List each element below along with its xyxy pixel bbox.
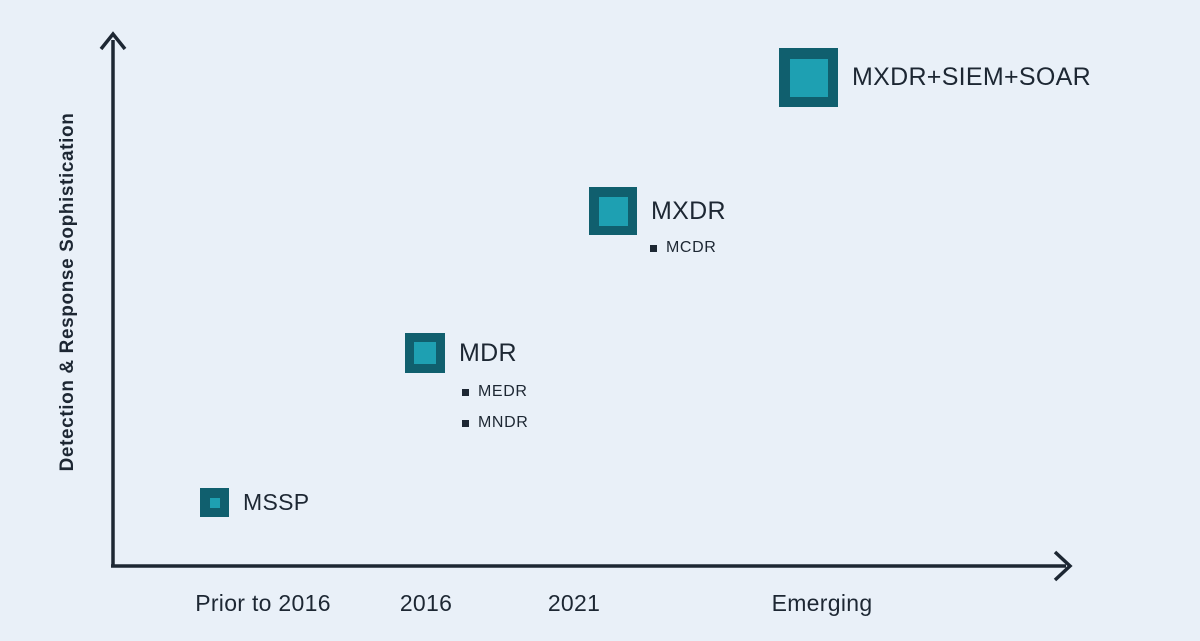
mssp-marker-inner — [209, 497, 220, 508]
x-tick-prior-to-2016: Prior to 2016 — [195, 590, 331, 616]
sub-item-label-mcdr: MCDR — [666, 239, 717, 256]
square-bullet-icon — [650, 244, 657, 252]
point-label-mssp: MSSP — [243, 489, 310, 515]
square-bullet-icon — [462, 388, 469, 396]
mssp-marker-icon — [200, 488, 229, 517]
sub-item-mcdr: MCDR — [650, 239, 716, 257]
mxdr-siem-soar-marker-icon — [779, 48, 838, 107]
mxdr-sub-items: MCDR — [650, 239, 716, 257]
point-label-mxdr: MXDR — [651, 196, 726, 225]
y-axis-arrowhead-icon — [99, 31, 127, 51]
mxdr-marker-inner — [598, 196, 628, 226]
x-tick-2021: 2021 — [547, 590, 601, 616]
mxdr-siem-soar-marker-inner — [789, 58, 828, 97]
point-label-mxdr-siem-soar: MXDR+SIEM+SOAR — [852, 63, 1091, 91]
sub-item-medr: MEDR — [462, 383, 528, 401]
square-bullet-icon — [462, 419, 469, 427]
sub-item-label-mndr: MNDR — [478, 414, 529, 431]
x-tick-emerging: Emerging — [771, 590, 873, 616]
sub-item-label-medr: MEDR — [478, 383, 528, 400]
sub-item-mndr: MNDR — [462, 414, 528, 432]
mdr-marker-inner — [414, 342, 436, 364]
data-point-mxdr: MXDR MCDR — [589, 187, 726, 256]
y-axis-label: Detection & Response Sophistication — [57, 112, 78, 472]
mdr-marker-icon — [405, 333, 445, 373]
mdr-sub-items: MEDR MNDR — [462, 383, 528, 432]
point-label-mdr: MDR — [459, 338, 517, 367]
data-point-mssp: MSSP — [200, 488, 309, 517]
data-point-mxdr-siem-soar: MXDR+SIEM+SOAR — [779, 48, 1091, 107]
x-tick-2016: 2016 — [399, 590, 453, 616]
x-axis-arrowhead-icon — [1053, 550, 1073, 582]
mxdr-marker-icon — [589, 187, 637, 235]
data-point-mdr: MDR MEDR MNDR — [405, 333, 528, 431]
